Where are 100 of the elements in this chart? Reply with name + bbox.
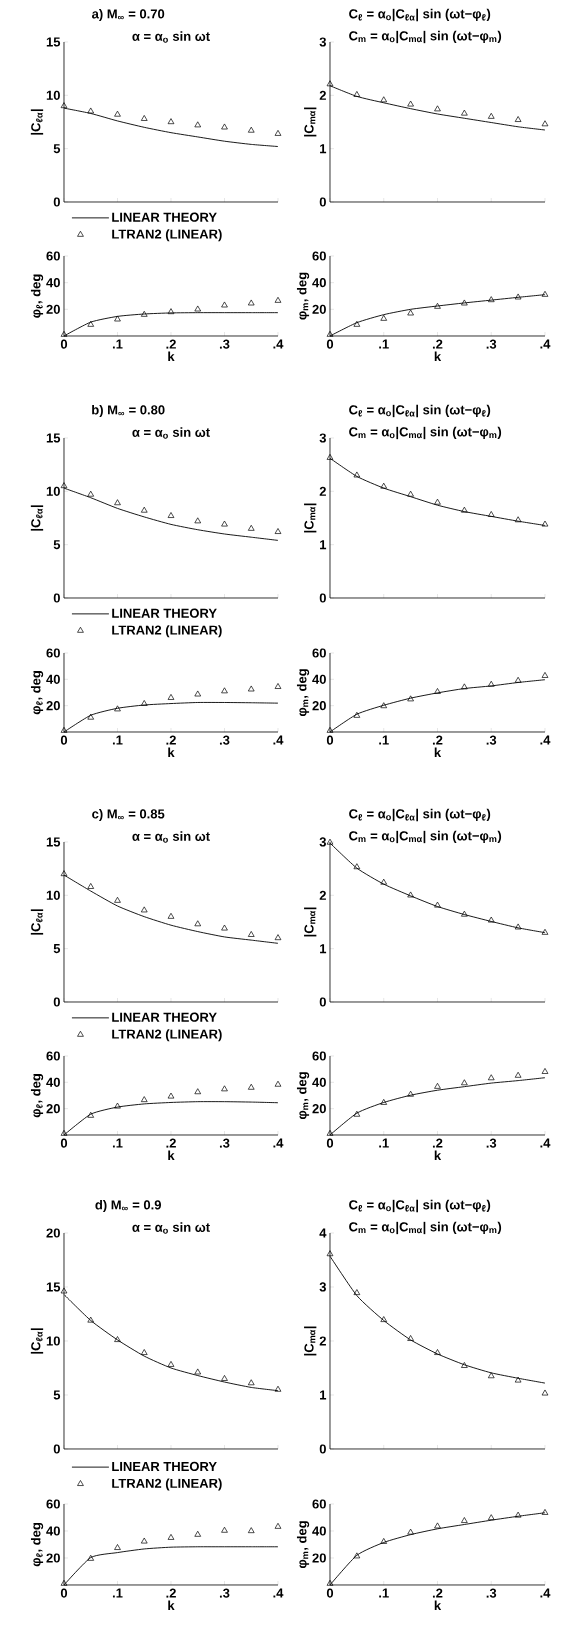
- point: [487, 1372, 495, 1379]
- point: [60, 1579, 68, 1586]
- point: [194, 1530, 202, 1537]
- y-tick-label: 5: [53, 944, 61, 954]
- y-tick-label: 0: [319, 997, 326, 1007]
- x-tick-label: .3: [219, 735, 230, 745]
- point: [434, 1522, 441, 1529]
- y-axis-title: φ$_{m}$, deg: [296, 1521, 310, 1569]
- point: [60, 482, 68, 489]
- point: [487, 916, 495, 923]
- legend-label: LTRAN2 (LINEAR): [112, 625, 222, 638]
- y-tick-label: 15: [46, 433, 61, 443]
- x-tick-label: .2: [432, 339, 443, 349]
- y-tick-label: 5: [53, 144, 61, 154]
- point: [274, 129, 282, 136]
- y-tick-label: 40: [46, 674, 60, 684]
- y-axis-title: φ$_{m}$, deg: [296, 272, 310, 320]
- point: [140, 1537, 148, 1544]
- point: [434, 498, 441, 505]
- y-axis-title: |C$_{ℓα}$|: [30, 909, 44, 935]
- annotation: α = α$_{o}$ sin ωt: [132, 831, 210, 843]
- point: [353, 320, 361, 327]
- y-tick-label: 1: [320, 144, 327, 154]
- point: [167, 1361, 175, 1367]
- point: [353, 863, 361, 870]
- point: [274, 934, 282, 941]
- y-tick-label: 5: [53, 540, 61, 550]
- point: [434, 1082, 441, 1089]
- x-tick-label: .3: [219, 1588, 230, 1598]
- point: [140, 1349, 148, 1355]
- x-tick-label: .3: [219, 1138, 230, 1148]
- y-tick-label: 5: [53, 1390, 61, 1400]
- point: [461, 1362, 468, 1368]
- point: [326, 726, 334, 733]
- y-tick-label: 3: [319, 433, 326, 443]
- y-tick-label: 40: [312, 278, 326, 288]
- x-tick-label: .3: [486, 1588, 497, 1598]
- point: [353, 1289, 361, 1295]
- y-tick-label: 40: [312, 1526, 326, 1536]
- point: [221, 1375, 228, 1381]
- point: [514, 1071, 522, 1078]
- point: [487, 1074, 495, 1081]
- y-tick-label: 3: [319, 37, 326, 47]
- x-tick-label: .4: [273, 339, 284, 349]
- y-axis-title: |C$_{mα}$|: [304, 107, 317, 137]
- chart-title: a) M$_{∞}$ = 0.70: [92, 8, 165, 22]
- point: [140, 700, 148, 706]
- y-tick-label: 20: [46, 1104, 60, 1114]
- point: [461, 1079, 468, 1086]
- annotation: α = α$_{o}$ sin ωt: [132, 427, 210, 439]
- x-axis-title: k: [168, 1150, 175, 1161]
- x-tick-label: .4: [540, 1588, 551, 1598]
- x-axis-title: k: [168, 747, 175, 758]
- point: [60, 330, 68, 337]
- point: [247, 299, 255, 306]
- x-tick-label: .4: [273, 735, 284, 745]
- point: [87, 713, 95, 720]
- y-tick-label: 60: [312, 1051, 326, 1061]
- y-axis-title: φ$_{ℓ}$, deg: [30, 274, 44, 318]
- point: [60, 1287, 68, 1294]
- point: [461, 683, 468, 690]
- point: [140, 506, 148, 513]
- chart-title: d) M$_{∞}$ = 0.9: [95, 1199, 161, 1213]
- y-tick-label: 1: [320, 1390, 327, 1400]
- x-tick-label: 0: [60, 1588, 68, 1598]
- point: [514, 676, 522, 683]
- point: [353, 91, 361, 97]
- point: [87, 883, 95, 889]
- point: [353, 711, 361, 718]
- point: [541, 672, 549, 678]
- y-tick-label: 40: [46, 1526, 60, 1536]
- annotation: α = α$_{o}$ sin ωt: [132, 1222, 210, 1234]
- point: [87, 1111, 95, 1118]
- point: [60, 102, 68, 109]
- point: [247, 1379, 255, 1386]
- point: [167, 1092, 175, 1099]
- point: [407, 695, 414, 702]
- y-axis-title: |C$_{mα}$|: [304, 1326, 317, 1356]
- point: [247, 1527, 255, 1534]
- y-tick-label: 40: [312, 674, 326, 684]
- point: [167, 118, 175, 125]
- point: [380, 482, 388, 489]
- y-tick-label: 2: [319, 90, 326, 100]
- point: [221, 123, 228, 130]
- x-tick-label: 0: [60, 1138, 68, 1148]
- y-tick-label: 10: [46, 90, 60, 100]
- legend-label: LTRAN2 (LINEAR): [112, 1478, 222, 1491]
- text: C$_{m}$ = α$_{o}$|C$_{mα}$| sin (ωt−φ$_{m}$): [349, 426, 502, 440]
- point: [514, 1376, 522, 1383]
- point: [194, 121, 202, 128]
- annotation: α = α$_{o}$ sin ωt: [132, 31, 210, 43]
- x-tick-label: .2: [432, 735, 443, 745]
- text: C$_{ℓ}$ = α$_{o}$|C$_{ℓα}$| sin (ωt−φ$_{ℓ}$): [349, 8, 491, 22]
- text: C$_{ℓ}$ = α$_{o}$|C$_{ℓα}$| sin (ωt−φ$_{ℓ}$): [349, 1199, 491, 1213]
- point: [167, 912, 175, 919]
- y-axis-title: |C$_{mα}$|: [304, 503, 317, 533]
- point: [487, 1514, 495, 1521]
- point: [514, 516, 522, 523]
- point: [274, 1522, 282, 1529]
- text: C$_{ℓ}$ = α$_{o}$|C$_{ℓα}$| sin (ωt−φ$_{ℓ}$): [349, 808, 491, 822]
